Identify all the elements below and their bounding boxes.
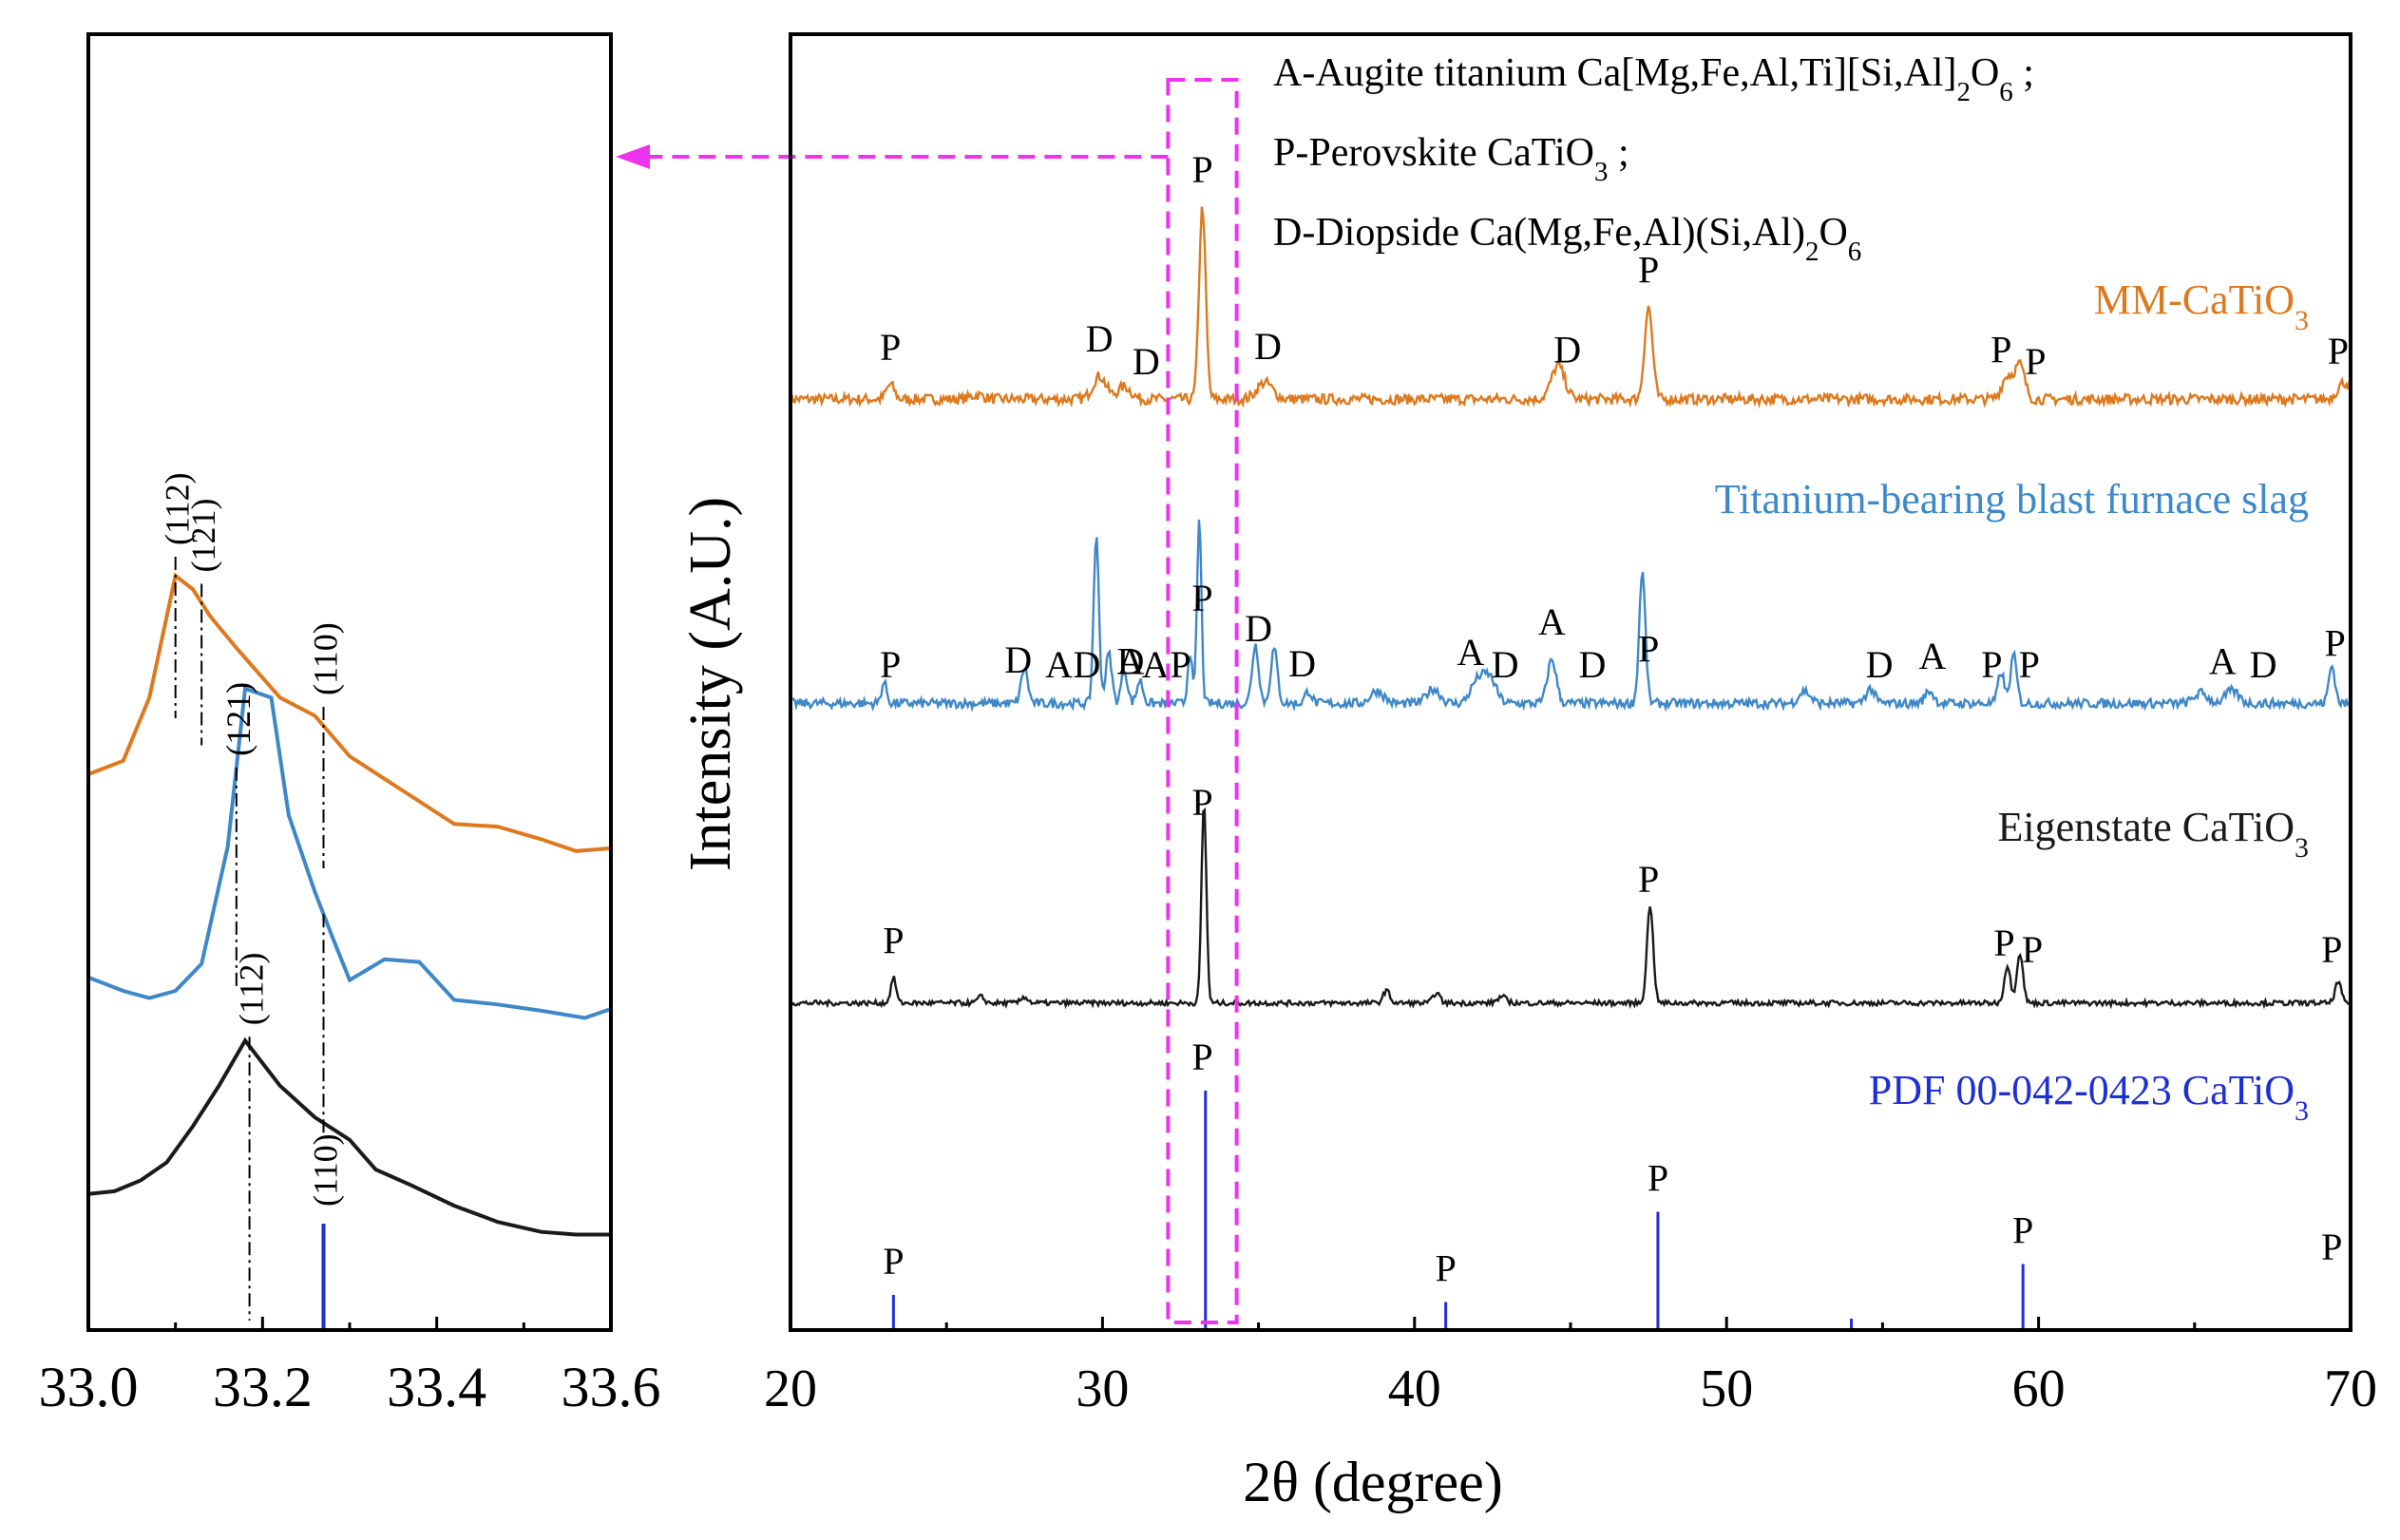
highlight-box xyxy=(1166,78,1239,1324)
peak-label: D xyxy=(1866,643,1894,686)
x-axis-title: 2θ (degree) xyxy=(1243,1451,1503,1513)
x-tick-label: 20 xyxy=(764,1359,817,1418)
series-line-eigen xyxy=(790,807,2351,1010)
peak-label: P xyxy=(1638,627,1659,670)
peak-label: D xyxy=(2250,643,2277,686)
series-label-eigen: Eigenstate CaTiO3 xyxy=(1998,804,2309,864)
zoom-plot-area: (112)(121)(110)(121)(112)(110) xyxy=(87,472,612,1328)
x-tick-label: 70 xyxy=(2324,1359,2377,1418)
peak-label: P xyxy=(1191,577,1212,619)
zoom-inset-plot: (112)(121)(110)(121)(112)(110) 33.0 33.2 3… xyxy=(39,32,661,1418)
peak-label: P xyxy=(1191,1036,1212,1078)
zoom-plot-frame xyxy=(86,32,613,1332)
series-label-slag: Titanium-bearing blast furnace slag xyxy=(1715,476,2309,523)
zoom-x-axis: 33.0 33.2 33.4 33.6 xyxy=(39,1317,661,1418)
peak-label: A xyxy=(1538,600,1566,643)
zoom-x-tick-label: 33.0 xyxy=(39,1356,139,1418)
peak-label: A xyxy=(1045,643,1073,686)
hkl-label: (121) xyxy=(219,682,257,756)
legend-line: D-Diopside Ca(Mg,Fe,Al)(Si,Al)2O6 xyxy=(1273,211,1861,267)
peak-label: A xyxy=(1918,635,1946,677)
legend-line: P-Perovskite CaTiO3 ; xyxy=(1273,131,1629,187)
peak-label: P xyxy=(1638,858,1659,901)
peak-label: A xyxy=(1117,640,1145,683)
peak-label: D xyxy=(1245,607,1272,650)
zoom-callout-arrow xyxy=(616,144,1169,169)
zoom-series-eigen xyxy=(87,1036,611,1237)
peak-label: P xyxy=(2328,330,2349,372)
zoom-x-tick-label: 33.6 xyxy=(562,1356,661,1418)
peak-label: P xyxy=(880,643,901,686)
peak-label: P xyxy=(1638,248,1659,291)
peak-label: D xyxy=(1579,643,1607,686)
peak-label: D xyxy=(1133,340,1160,383)
peak-label: P xyxy=(2022,928,2043,971)
peak-label: D xyxy=(1288,642,1316,685)
series-line-mm xyxy=(789,206,2352,409)
peak-label: P xyxy=(883,919,904,961)
x-tick-label: 60 xyxy=(2012,1359,2066,1418)
peak-label: A xyxy=(2209,639,2237,682)
zoom-series-mm xyxy=(87,572,612,853)
reference-pattern: P P P P P P PDF 00-042-0423 CaTiO3 xyxy=(883,1036,2352,1328)
peak-label: D xyxy=(1254,325,1282,368)
x-tick-label: 50 xyxy=(1700,1359,1753,1418)
legend-line: A-Augite titanium Ca[Mg,Fe,Al,Ti][Si,Al]… xyxy=(1273,51,2034,107)
peak-label: P xyxy=(2025,340,2046,383)
peak-label: P xyxy=(2321,1226,2342,1268)
peak-label: P xyxy=(1170,643,1190,686)
x-tick-label: 30 xyxy=(1076,1359,1129,1418)
phase-legend: A-Augite titanium Ca[Mg,Fe,Al,Ti][Si,Al]… xyxy=(1273,51,2034,267)
peak-label: D xyxy=(1117,640,1145,683)
main-x-axis: 20 30 40 50 60 70 xyxy=(764,1317,2377,1418)
peak-label: P xyxy=(1990,328,2011,371)
hkl-label: (112) xyxy=(159,472,197,545)
hkl-label: (121) xyxy=(184,499,222,573)
peak-label: P xyxy=(1981,643,2002,686)
peak-label: P xyxy=(2012,1209,2033,1252)
peak-label: D xyxy=(1492,643,1519,686)
series-label-mm: MM-CaTiO3 xyxy=(2094,276,2309,336)
hkl-label: (110) xyxy=(307,1133,345,1207)
reference-label: PDF 00-042-0423 CaTiO3 xyxy=(1869,1067,2309,1127)
peak-label: D xyxy=(1086,317,1114,360)
peak-label: P xyxy=(2321,928,2342,971)
peak-label: P xyxy=(1191,781,1212,824)
peak-label: D xyxy=(1004,638,1032,681)
x-tick-label: 40 xyxy=(1388,1359,1441,1418)
peak-label: P xyxy=(2019,643,2040,686)
peak-label: P xyxy=(883,1240,904,1283)
zoom-x-tick-label: 33.2 xyxy=(213,1356,313,1418)
peak-label: P xyxy=(1993,922,2014,964)
zoom-series-slag xyxy=(87,686,612,1020)
peak-label: D xyxy=(1553,328,1581,371)
peak-label: P xyxy=(2324,622,2345,665)
peak-label: A xyxy=(1457,631,1484,674)
peak-label: A xyxy=(1142,643,1170,686)
series-line-slag xyxy=(789,519,2352,713)
hkl-label: (112) xyxy=(233,953,271,1026)
peak-label: P xyxy=(1436,1247,1457,1290)
peak-label: P xyxy=(880,326,901,369)
peak-label: D xyxy=(1074,643,1101,686)
zoom-x-tick-label: 33.4 xyxy=(387,1356,486,1418)
y-axis-title: Intensity (A.U.) xyxy=(678,497,743,871)
peak-label: P xyxy=(1191,148,1212,191)
callout-arrowhead xyxy=(616,144,650,169)
hkl-label: (110) xyxy=(307,622,345,695)
peak-label: P xyxy=(1648,1157,1668,1200)
